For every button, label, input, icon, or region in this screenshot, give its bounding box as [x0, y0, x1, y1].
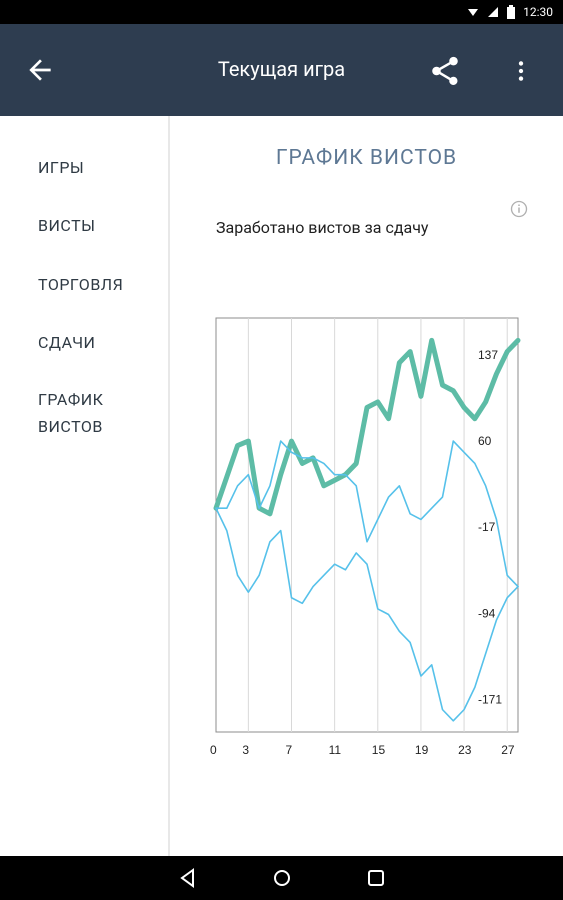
x-tick-label: 3: [242, 743, 249, 757]
y-tick-label: -94: [478, 606, 496, 620]
plot-frame: [215, 317, 519, 733]
x-tick-label: 27: [501, 743, 515, 757]
battery-icon: [507, 5, 516, 19]
x-tick-label: 7: [286, 743, 293, 757]
nav-item-vist-chart[interactable]: ГРАФИК ВИСТОВ: [38, 390, 104, 436]
more-vert-icon[interactable]: [508, 54, 534, 88]
app-title: Текущая игра: [217, 57, 346, 81]
app-bar: Текущая игра: [0, 24, 563, 116]
back-arrow-icon[interactable]: [24, 54, 56, 86]
nav-drawer: ИГРЫ ВИСТЫ ТОРГОВЛЯ СДАЧИ ГРАФИК ВИСТОВ: [0, 116, 168, 856]
main-content: ГРАФИК ВИСТОВ Заработано вистов за сдачу…: [170, 116, 563, 856]
series-line-2: [215, 507, 519, 722]
y-tick-label: 137: [478, 348, 498, 362]
chart-container: 0 3 7 11 15 19 23 27 137 60 -17 -94 -171: [170, 316, 563, 876]
nav-home-icon[interactable]: [270, 866, 294, 890]
x-tick-label: 23: [458, 743, 472, 757]
vist-chart: 0 3 7 11 15 19 23 27 137 60 -17 -94 -171: [210, 317, 521, 757]
status-bar: 12:30: [0, 0, 563, 24]
nav-item-deals[interactable]: СДАЧИ: [38, 333, 96, 352]
chart-subtitle: Заработано вистов за сдачу: [216, 218, 429, 237]
nav-item-games[interactable]: ИГРЫ: [38, 158, 85, 177]
info-icon[interactable]: [510, 200, 528, 218]
page-title: ГРАФИК ВИСТОВ: [275, 146, 458, 170]
nav-divider: [168, 116, 170, 856]
nav-item-bidding[interactable]: ТОРГОВЛЯ: [38, 275, 124, 294]
x-tick-label: 19: [415, 743, 429, 757]
x-tick-label: 0: [210, 743, 217, 757]
y-tick-label: -171: [478, 693, 502, 707]
nav-back-icon[interactable]: [176, 866, 200, 890]
system-nav-bar: [0, 856, 563, 900]
x-tick-label: 11: [329, 743, 342, 757]
nav-recents-icon[interactable]: [364, 866, 388, 890]
y-tick-label: -17: [478, 520, 496, 534]
series-line-1: [215, 440, 519, 588]
x-tick-label: 15: [372, 743, 386, 757]
status-icons: 12:30: [467, 4, 553, 20]
signal-icon: [488, 7, 499, 17]
share-icon[interactable]: [428, 54, 462, 88]
wifi-icon: [468, 9, 479, 16]
status-time: 12:30: [523, 5, 553, 19]
series-line-0: [213, 337, 521, 517]
y-tick-label: 60: [478, 434, 492, 448]
nav-item-vists[interactable]: ВИСТЫ: [38, 216, 96, 235]
